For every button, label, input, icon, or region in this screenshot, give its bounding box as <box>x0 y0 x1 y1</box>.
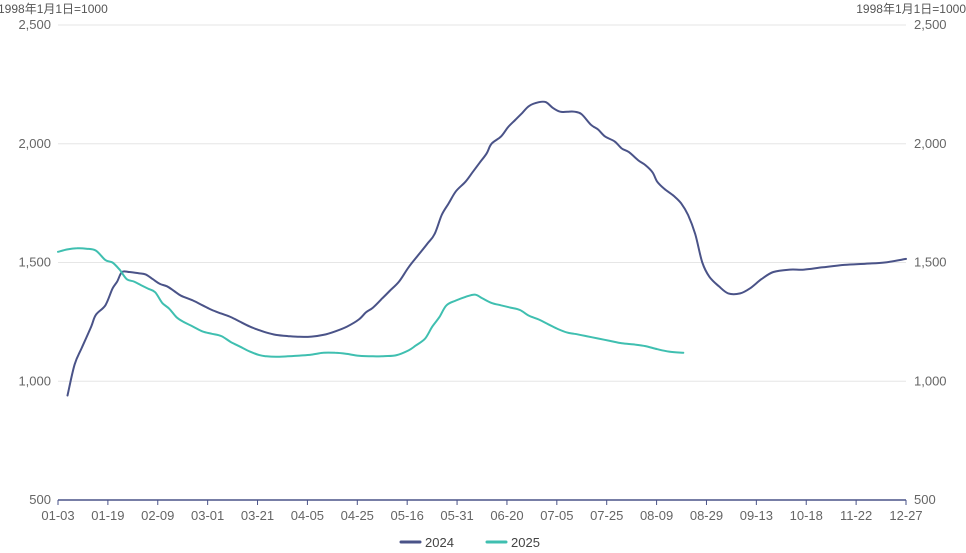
legend-item-2024[interactable]: 2024 <box>399 535 454 550</box>
legend-label-2024: 2024 <box>425 535 454 550</box>
right-axis-unit: 1998年1月1日=1000 <box>856 2 966 16</box>
x-tick-label: 08-09 <box>640 508 673 523</box>
x-tick-label: 03-21 <box>241 508 274 523</box>
x-tick-label: 05-16 <box>391 508 424 523</box>
y-tick-label-right: 1,500 <box>914 255 947 270</box>
y-tick-label-right: 2,500 <box>914 17 947 32</box>
x-axis: 01-03 01-19 02-09 03-01 03-21 04-05 04-25 05-16… <box>41 500 923 523</box>
y-tick-label-left: 2,000 <box>18 136 51 151</box>
x-tick-label: 06-20 <box>490 508 523 523</box>
series-line-2024 <box>66 100 907 397</box>
y-tick-label-left: 1,000 <box>18 373 51 388</box>
x-tick-label: 08-29 <box>690 508 723 523</box>
left-y-axis: 500 1,000 1,500 2,000 2,500 <box>18 17 51 507</box>
left-axis-unit: 1998年1月1日=1000 <box>0 2 108 16</box>
grid-lines <box>58 24 906 382</box>
right-y-axis: 500 1,000 1,500 2,000 2,500 <box>914 17 947 507</box>
legend[interactable]: 2024 2025 <box>399 535 540 550</box>
legend-item-2025[interactable]: 2025 <box>485 535 540 550</box>
y-tick-label-left: 500 <box>29 492 51 507</box>
y-tick-label-right: 1,000 <box>914 373 947 388</box>
x-tick-label: 02-09 <box>141 508 174 523</box>
x-tick-label: 09-13 <box>740 508 773 523</box>
x-tick-label: 07-25 <box>590 508 623 523</box>
x-tick-label: 01-19 <box>91 508 124 523</box>
y-tick-label-right: 500 <box>914 492 936 507</box>
x-tick-label: 07-05 <box>540 508 573 523</box>
y-tick-label-right: 2,000 <box>914 136 947 151</box>
x-tick-label: 01-03 <box>41 508 74 523</box>
x-tick-label: 04-25 <box>341 508 374 523</box>
y-tick-label-left: 1,500 <box>18 255 51 270</box>
x-tick-label: 10-18 <box>790 508 823 523</box>
x-tick-label: 03-01 <box>191 508 224 523</box>
x-tick-label: 04-05 <box>291 508 324 523</box>
series-layer <box>57 100 907 397</box>
series-line-2025 <box>57 247 685 358</box>
y-tick-label-left: 2,500 <box>18 17 51 32</box>
x-tick-label: 05-31 <box>440 508 473 523</box>
x-tick-label: 11-22 <box>840 508 872 523</box>
x-tick-label: 12-27 <box>889 508 922 523</box>
legend-label-2025: 2025 <box>511 535 540 550</box>
